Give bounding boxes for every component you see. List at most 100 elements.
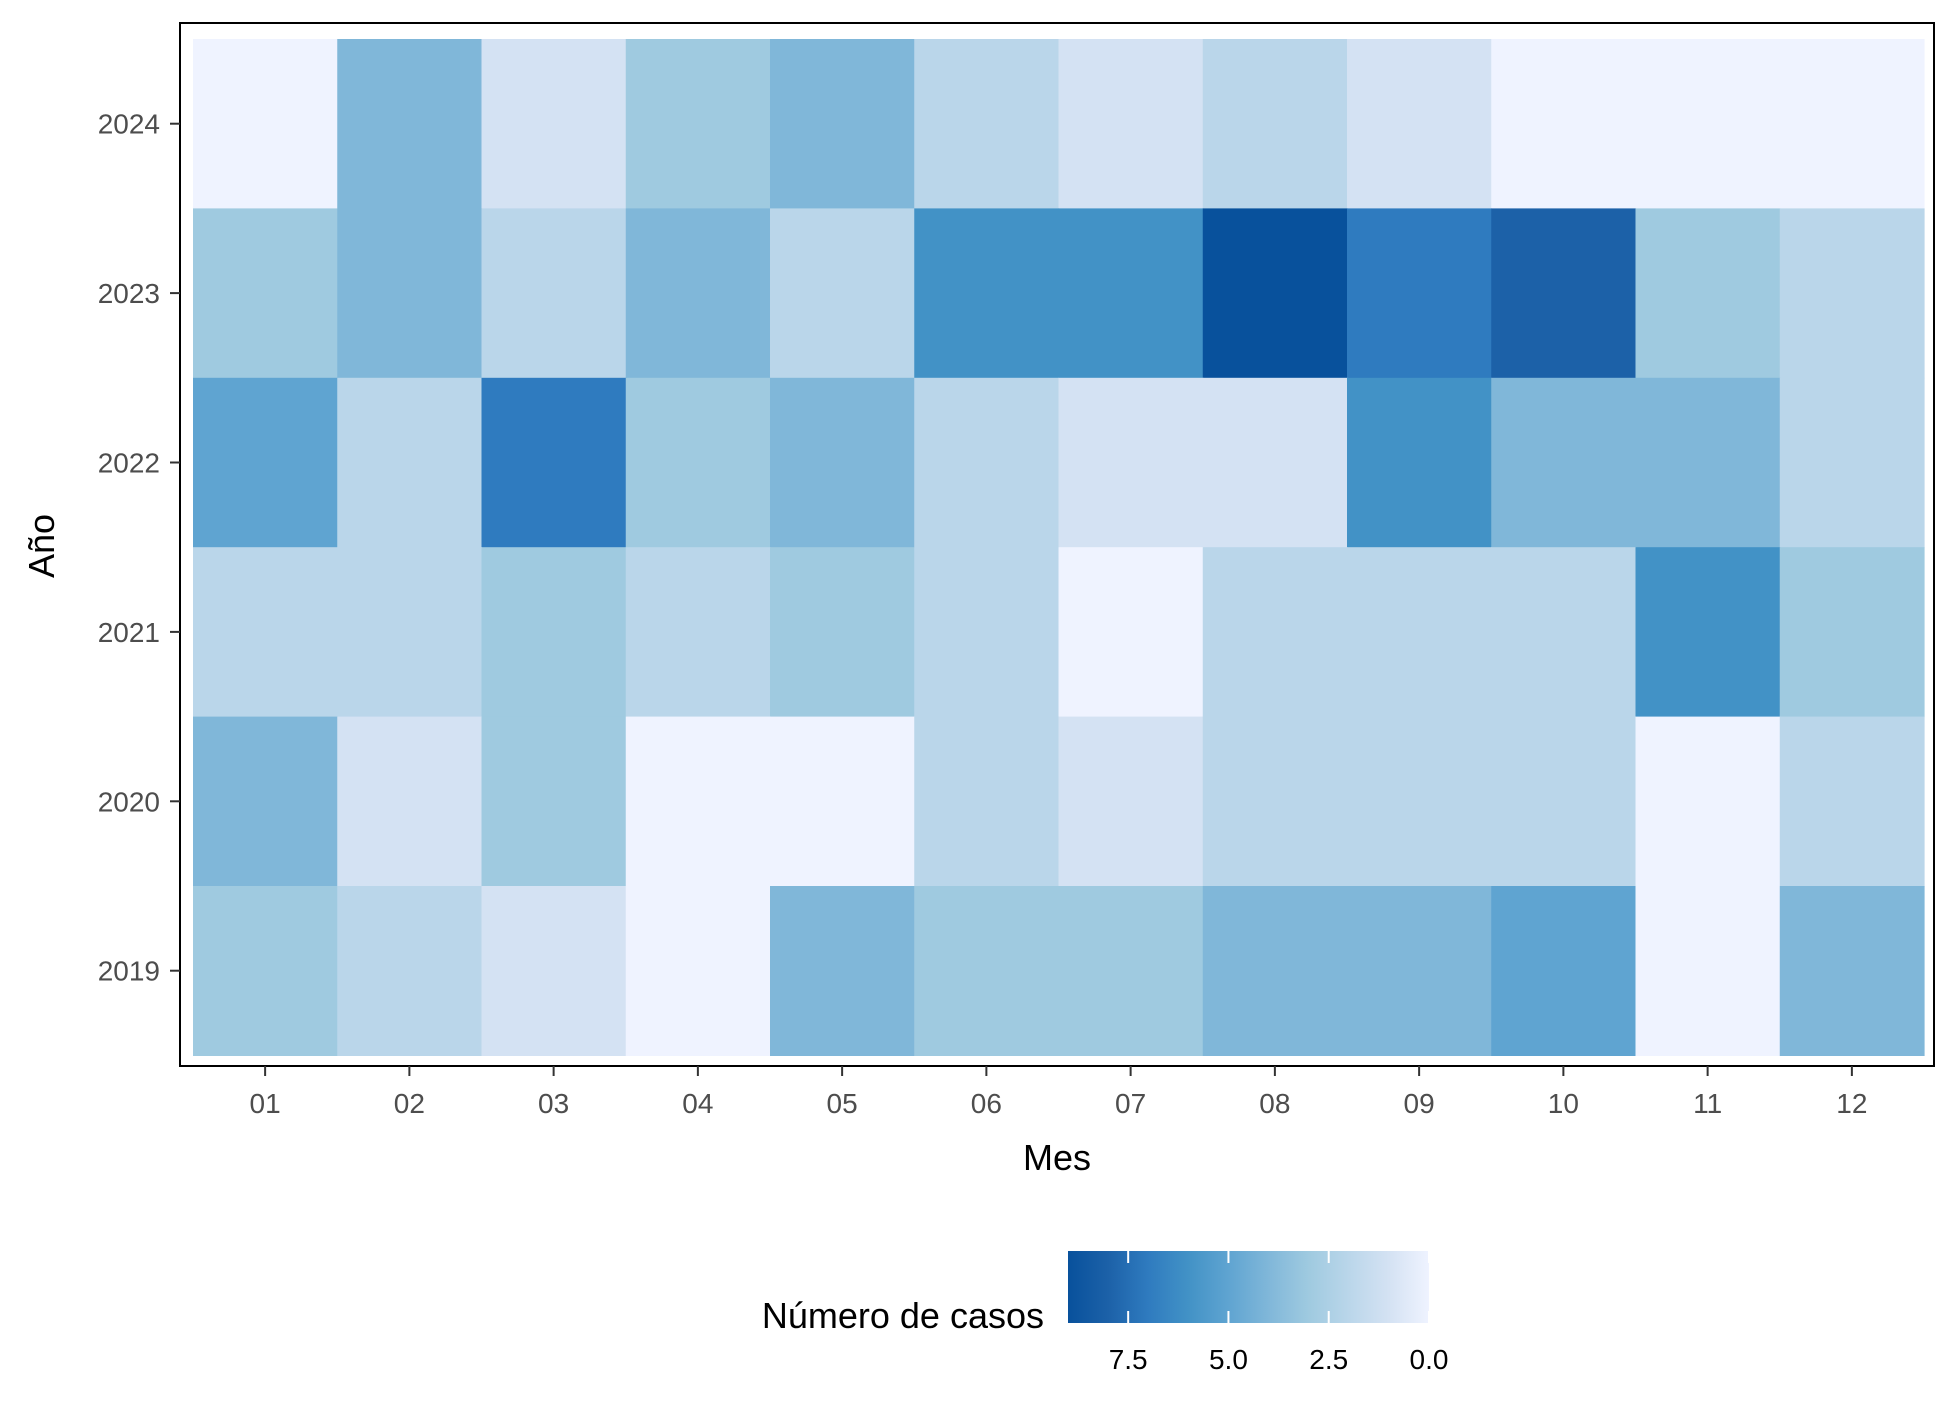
y-tick-label-2021: 2021 xyxy=(98,617,160,648)
x-tick-label-04: 04 xyxy=(682,1088,713,1119)
legend-tick-label-3: 0.0 xyxy=(1410,1344,1449,1375)
heatmap-cell-2020-05 xyxy=(770,716,915,887)
x-tick-label-08: 08 xyxy=(1259,1088,1290,1119)
heatmap-cell-2021-01 xyxy=(193,547,338,718)
heatmap-cell-2023-04 xyxy=(625,208,771,379)
heatmap-cell-2024-11 xyxy=(1635,39,1781,209)
heatmap-cell-2021-02 xyxy=(337,547,483,718)
heatmap-cell-2019-05 xyxy=(770,886,915,1056)
heatmap-cell-2023-02 xyxy=(337,208,483,379)
y-tick-label-2024: 2024 xyxy=(98,109,160,140)
heatmap-cell-2020-02 xyxy=(337,716,483,887)
x-tick-label-11: 11 xyxy=(1693,1088,1722,1119)
heatmap-cell-2022-10 xyxy=(1491,377,1637,548)
heatmap-cell-2020-01 xyxy=(193,716,338,887)
heatmap-cell-2022-04 xyxy=(625,377,771,548)
legend-title: Número de casos xyxy=(762,1295,1044,1336)
legend-tick-label-2: 2.5 xyxy=(1309,1344,1348,1375)
y-tick-label-2020: 2020 xyxy=(98,786,160,817)
heatmap-cell-2023-07 xyxy=(1058,208,1204,379)
heatmap-cell-2023-06 xyxy=(914,208,1060,379)
x-tick-label-10: 10 xyxy=(1548,1088,1579,1119)
y-tick-label-2022: 2022 xyxy=(98,448,160,479)
heatmap-cell-2022-06 xyxy=(914,377,1060,548)
heatmap-cell-2022-08 xyxy=(1202,377,1348,548)
color-legend: Número de casos 7.5 5.0 2.5 0.0 xyxy=(762,1251,1449,1375)
heatmap-cell-2023-08 xyxy=(1202,208,1348,379)
heatmap-cell-2020-10 xyxy=(1491,716,1637,887)
heatmap-cell-2019-03 xyxy=(481,886,627,1056)
heatmap-cell-2021-10 xyxy=(1491,547,1637,718)
y-tick-label-2023: 2023 xyxy=(98,278,160,309)
x-axis: 01 02 03 04 05 06 07 08 09 10 11 12 xyxy=(250,1066,1867,1119)
heatmap-cell-2024-02 xyxy=(337,39,483,209)
heatmap-cell-2023-10 xyxy=(1491,208,1637,379)
heatmap-cell-2019-10 xyxy=(1491,886,1637,1056)
heatmap-cell-2020-11 xyxy=(1635,716,1781,887)
legend-ticks: 7.5 5.0 2.5 0.0 xyxy=(1109,1251,1449,1375)
legend-tick-label-0: 7.5 xyxy=(1109,1344,1148,1375)
y-axis-title: Año xyxy=(21,514,62,578)
x-tick-label-02: 02 xyxy=(394,1088,425,1119)
heatmap-cell-2019-02 xyxy=(337,886,483,1056)
heatmap-cell-2019-01 xyxy=(193,886,338,1056)
x-tick-label-03: 03 xyxy=(538,1088,569,1119)
legend-tick-label-1: 5.0 xyxy=(1209,1344,1248,1375)
heatmap-cell-2020-06 xyxy=(914,716,1060,887)
heatmap-cell-2021-08 xyxy=(1202,547,1348,718)
heatmap-cell-2020-04 xyxy=(625,716,771,887)
heatmap-cell-2024-12 xyxy=(1779,39,1925,209)
heatmap-cell-2024-03 xyxy=(481,39,627,209)
x-tick-label-07: 07 xyxy=(1115,1088,1146,1119)
heatmap-cell-2023-09 xyxy=(1347,208,1492,379)
heatmap-cell-2020-07 xyxy=(1058,716,1204,887)
heatmap-cell-2019-11 xyxy=(1635,886,1781,1056)
heatmap-cell-2022-11 xyxy=(1635,377,1781,548)
heatmap-cell-2022-02 xyxy=(337,377,483,548)
x-tick-label-09: 09 xyxy=(1404,1088,1435,1119)
heatmap-cell-2022-07 xyxy=(1058,377,1204,548)
heatmap-cell-2021-05 xyxy=(770,547,915,718)
heatmap-cell-2019-08 xyxy=(1202,886,1348,1056)
heatmap-cell-2021-03 xyxy=(481,547,627,718)
heatmap-cell-2019-06 xyxy=(914,886,1060,1056)
panel-border xyxy=(179,22,1935,1067)
heatmap-cell-2022-03 xyxy=(481,377,627,548)
heatmap-cell-2020-03 xyxy=(481,716,627,887)
heatmap-cell-2020-08 xyxy=(1202,716,1348,887)
heatmap-cell-2024-01 xyxy=(193,39,338,209)
heatmap-cell-2021-07 xyxy=(1058,547,1204,718)
heatmap-cell-2021-11 xyxy=(1635,547,1781,718)
x-tick-label-06: 06 xyxy=(971,1088,1002,1119)
y-tick-label-2019: 2019 xyxy=(98,956,160,987)
x-axis-title: Mes xyxy=(1023,1137,1091,1178)
heatmap-cell-2023-12 xyxy=(1779,208,1925,379)
heatmap-cell-2019-12 xyxy=(1779,886,1925,1056)
heatmap-cell-2019-09 xyxy=(1347,886,1492,1056)
heatmap-cell-2023-11 xyxy=(1635,208,1781,379)
heatmap-cell-2023-03 xyxy=(481,208,627,379)
heatmap-cell-2021-12 xyxy=(1779,547,1925,718)
x-tick-label-01: 01 xyxy=(250,1088,281,1119)
heatmap-cell-2024-10 xyxy=(1491,39,1637,209)
heatmap-cell-2024-07 xyxy=(1058,39,1204,209)
heatmap-cell-2021-04 xyxy=(625,547,771,718)
heatmap-cell-2019-07 xyxy=(1058,886,1204,1056)
heatmap-cell-2024-09 xyxy=(1347,39,1492,209)
heatmap-cell-2022-05 xyxy=(770,377,915,548)
heatmap-cell-2024-08 xyxy=(1202,39,1348,209)
y-axis: 2024 2023 2022 2021 2020 2019 xyxy=(98,109,180,987)
heatmap-cell-2020-09 xyxy=(1347,716,1492,887)
heatmap-cells xyxy=(193,39,1925,1056)
heatmap-cell-2020-12 xyxy=(1779,716,1925,887)
heatmap-cell-2024-06 xyxy=(914,39,1060,209)
heatmap-cell-2019-04 xyxy=(625,886,771,1056)
heatmap-cell-2024-05 xyxy=(770,39,915,209)
x-tick-label-12: 12 xyxy=(1836,1088,1867,1119)
heatmap-cell-2023-01 xyxy=(193,208,338,379)
heatmap-cell-2021-06 xyxy=(914,547,1060,718)
heatmap-cell-2022-01 xyxy=(193,377,338,548)
legend-color-bar xyxy=(1068,1251,1429,1323)
